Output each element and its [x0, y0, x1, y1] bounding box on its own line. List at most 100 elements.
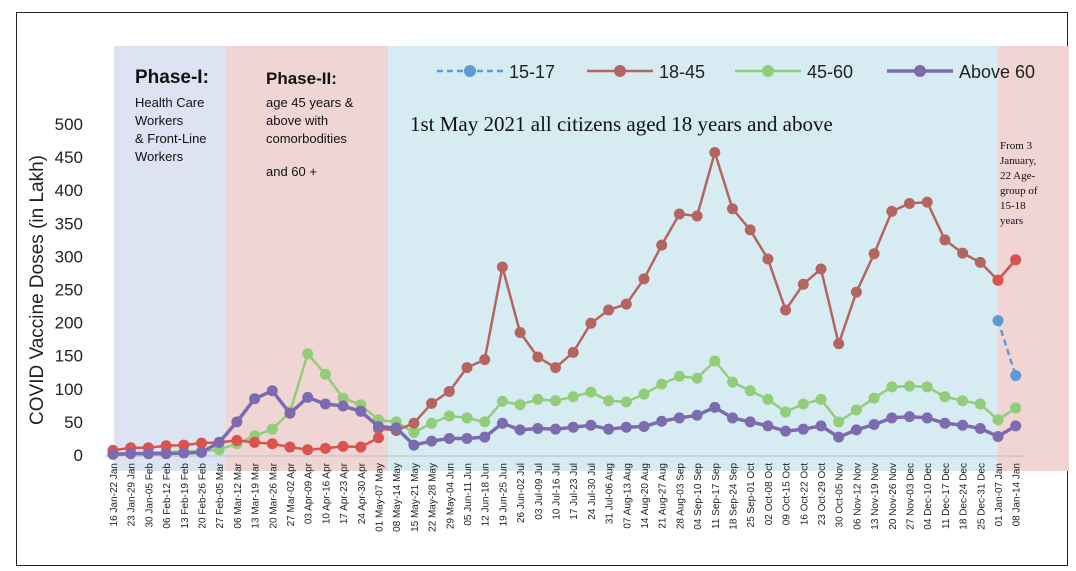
phase-1-desc-line-2: Workers [135, 113, 184, 128]
series-above-60-point [125, 448, 137, 460]
x-tick-label: 20 Mar-26 Mar [268, 462, 279, 528]
x-tick-label: 27 Mar-02 Apr [286, 462, 297, 526]
series-above-60-point [178, 447, 190, 459]
x-tick-label: 30 Oct-05 Nov [835, 463, 846, 527]
phase-4-desc-line-2: January, [1000, 155, 1037, 167]
series-red-early-point [319, 442, 331, 454]
x-tick-label: 16 Jan-22 Jan [109, 463, 120, 526]
phase-4-band [998, 46, 1069, 471]
series-45-60-point [974, 398, 986, 410]
legend-45-60-label: 45-60 [807, 62, 853, 82]
x-tick-label: 12 Jun-18 Jun [481, 463, 492, 526]
series-18-45-point [426, 397, 438, 409]
phase-1-desc-line-1: Health Care [135, 95, 205, 110]
series-red-early-point [355, 441, 367, 453]
x-tick-label: 06 Feb-12 Feb [162, 463, 173, 529]
x-tick-label: 03 Jul-09 Jul [534, 463, 545, 520]
series-45-60-point [426, 417, 438, 429]
series-45-60-point [904, 380, 915, 392]
series-18-45-point [833, 338, 845, 350]
series-45-60-point [603, 395, 615, 407]
series-red-early-point [160, 440, 172, 452]
phase-4-desc-line-5: 15-18 [1000, 200, 1026, 212]
series-red-early-point [249, 436, 261, 448]
series-above-60-point [815, 420, 827, 432]
series-above-60-point [461, 432, 473, 444]
series-above-60-point [337, 400, 349, 412]
x-tick-label: 26 Jun-02 Jul [516, 463, 527, 523]
x-tick-label: 30 Jan-05 Feb [144, 463, 155, 528]
series-18-45-point [921, 196, 933, 208]
vaccine-doses-chart: COVID Vaccine Doses (in Lakh) 0 50 100 150 20… [27, 46, 1069, 532]
series-45-60-point [850, 404, 862, 416]
legend-15-17-swatch-marker [464, 65, 476, 77]
x-tick-label: 09 Oct-15 Oct [782, 463, 793, 525]
x-tick-label: 01 May-07 May [375, 463, 386, 532]
series-18-45-point [974, 256, 986, 268]
series-above-60-point [585, 419, 597, 431]
series-above-60-line [112, 389, 1017, 457]
series-above-60-point [638, 421, 650, 433]
x-tick-label: 06 Mar-12 Mar [233, 462, 244, 528]
x-tick-label: 11 Dec-17 Dec [941, 463, 952, 529]
series-45-60-point [886, 381, 898, 393]
x-tick-label: 01 Jan-07 Jan [994, 463, 1005, 526]
series-45-60-line [112, 352, 1017, 455]
x-tick-label: 02 Oct-08 Oct [764, 463, 775, 525]
series-18-45-point [886, 205, 898, 217]
series-red-late-point [1010, 254, 1022, 266]
series-above-60-point [479, 431, 491, 443]
series-above-60-point [302, 391, 314, 403]
series-18-45-point [780, 304, 792, 316]
series-45-60-point [585, 386, 597, 398]
series-above-60-point [249, 393, 261, 405]
series-above-60-point [532, 423, 544, 435]
series-18-45-point [585, 317, 597, 329]
series-above-60-point [408, 439, 420, 451]
series-45-60-point [550, 395, 561, 407]
legend-above-60-swatch-marker [914, 65, 926, 77]
series-45-60-point [496, 395, 508, 407]
series-45-60-point [939, 391, 951, 403]
series-above-60-point [833, 431, 845, 443]
series-18-45-point [868, 248, 880, 260]
y-axis-label: COVID Vaccine Doses (in Lakh) [27, 155, 48, 425]
series-18-45-point [479, 354, 491, 366]
y-tick-label: 400 [55, 181, 83, 200]
x-tick-label: 08 May-14 May [392, 463, 403, 532]
series-above-60-point [107, 448, 119, 460]
series-18-45-point [850, 286, 862, 298]
series-18-45-point [532, 351, 544, 363]
phase-4-desc-line-6: years [1000, 215, 1024, 227]
series-18-45-point [904, 197, 915, 209]
x-tick-label: 20 Nov-26 Nov [888, 463, 899, 530]
x-tick-label: 29 May-04 Jun [445, 463, 456, 529]
x-tick-label: 22 May-28 May [428, 463, 439, 532]
series-45-60-point [797, 398, 809, 410]
series-45-60-point [408, 426, 420, 438]
legend-above-60-label: Above 60 [959, 62, 1035, 82]
phase-4-desc-line-3: 22 Age- [1000, 170, 1036, 182]
series-above-60-point [373, 421, 384, 433]
series-above-60-point [319, 398, 331, 410]
x-tick-label: 13 Feb-19 Feb [180, 463, 191, 529]
series-45-60-point [815, 393, 827, 405]
x-tick-label: 24 Jul-30 Jul [587, 463, 598, 520]
series-red-early-point [178, 439, 190, 451]
legend-18-45-label: 18-45 [659, 62, 705, 82]
series-18-45-point [762, 253, 774, 265]
x-tick-label: 15 May-21 May [410, 463, 421, 532]
series-above-60-point [213, 436, 225, 448]
y-tick-label: 50 [64, 413, 83, 432]
phase-2-title: Phase-II: [266, 69, 337, 88]
phase-4-label: From 3 January, 22 Age- group of 15-18 y… [1000, 139, 1064, 229]
y-tick-label: 300 [55, 247, 83, 266]
phase-1-label: Phase-I: Health Care Workers & Front-Lin… [135, 67, 245, 164]
series-45-60-point [514, 399, 526, 411]
x-tick-label: 08 Jan-14 Jan [1012, 463, 1023, 526]
series-18-45-point [939, 234, 951, 246]
series-45-60-point [833, 416, 845, 428]
series-above-60-point [550, 423, 561, 435]
series-18-45-point [461, 362, 473, 374]
x-tick-label: 14 Aug-20 Aug [640, 463, 651, 529]
